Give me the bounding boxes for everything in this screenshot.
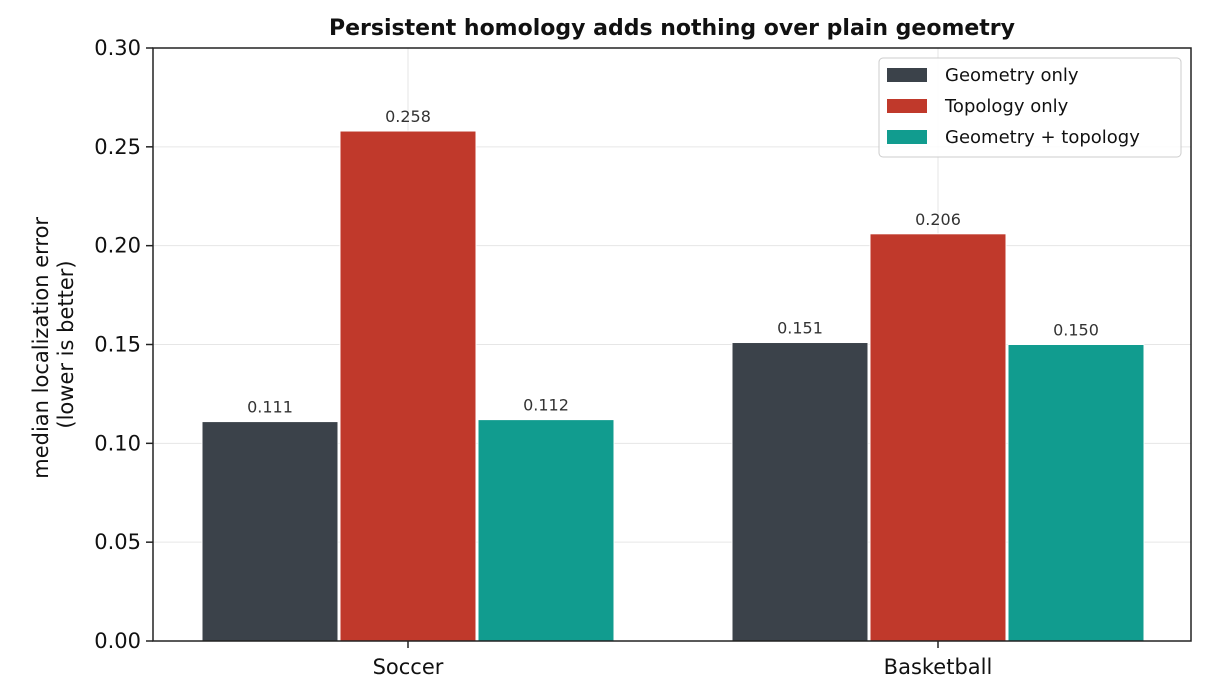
- bar-value-label: 0.111: [247, 398, 293, 417]
- legend-swatch: [887, 99, 927, 113]
- legend-box: [878, 57, 1182, 158]
- bar: [1007, 344, 1145, 642]
- y-axis-label-line-1: median localization error: [29, 217, 53, 479]
- y-tick-label: 0.05: [94, 530, 141, 554]
- bar: [339, 130, 477, 642]
- y-tick-label: 0.30: [94, 36, 141, 60]
- bar-value-label: 0.206: [915, 210, 961, 229]
- x-axis: Soccer Basketball: [373, 641, 993, 679]
- y-tick-label: 0.20: [94, 234, 141, 258]
- legend-swatch: [887, 130, 927, 144]
- legend-label: Geometry + topology: [945, 127, 1140, 148]
- chart-title: Persistent homology adds nothing over pl…: [329, 16, 1015, 41]
- bar: [731, 342, 869, 642]
- x-tick-label: Basketball: [884, 655, 993, 679]
- bar: [869, 233, 1007, 642]
- bar: [201, 421, 339, 642]
- y-tick-label: 0.15: [94, 333, 141, 357]
- y-axis-label: median localization error (lower is bett…: [29, 210, 78, 478]
- y-axis-label-line-2: (lower is better): [54, 260, 78, 428]
- legend-swatch: [887, 68, 927, 82]
- legend-label: Topology only: [944, 96, 1069, 117]
- bar-value-label: 0.151: [777, 319, 823, 338]
- bar-value-label: 0.112: [523, 396, 569, 415]
- y-tick-label: 0.25: [94, 135, 141, 159]
- legend-label: Geometry only: [945, 65, 1079, 86]
- bar: [477, 419, 615, 642]
- x-tick-label: Soccer: [373, 655, 444, 679]
- legend: Geometry only Topology only Geometry + top…: [878, 57, 1182, 158]
- y-axis: 0.00 0.05 0.10 0.15 0.20 0.25 0.30: [94, 36, 153, 653]
- y-tick-label: 0.00: [94, 629, 141, 653]
- bar-value-label: 0.150: [1053, 321, 1099, 340]
- value-labels: 0.111 0.151 0.258 0.206 0.112 0.150: [247, 107, 1099, 417]
- y-tick-label: 0.10: [94, 431, 141, 455]
- bars: [201, 130, 1145, 642]
- bar-value-label: 0.258: [385, 107, 431, 126]
